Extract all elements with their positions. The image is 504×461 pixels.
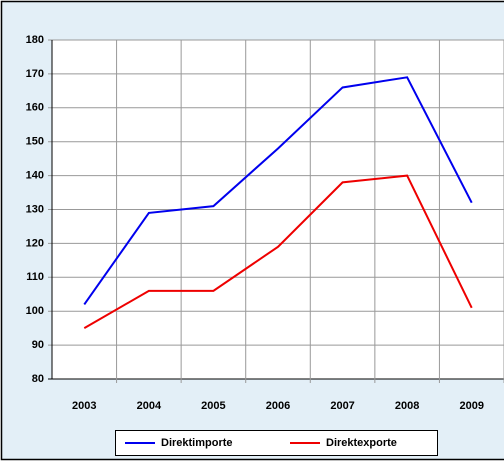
x-tick-label: 2004 xyxy=(137,400,162,412)
y-tick-label: 100 xyxy=(26,305,44,317)
y-tick-label: 170 xyxy=(26,68,44,80)
y-tick-label: 130 xyxy=(26,203,44,215)
x-tick-label: 2006 xyxy=(266,400,290,412)
y-tick-label: 180 xyxy=(26,34,44,46)
legend-label: Direktexporte xyxy=(326,437,397,449)
y-tick-label: 90 xyxy=(32,339,44,351)
y-tick-label: 150 xyxy=(26,136,44,148)
legend-label: Direktimporte xyxy=(161,437,233,449)
y-tick-label: 80 xyxy=(32,373,44,385)
x-tick-label: 2008 xyxy=(395,400,419,412)
y-tick-label: 160 xyxy=(26,102,44,114)
y-tick-label: 140 xyxy=(26,170,44,182)
series-line xyxy=(83,174,473,330)
x-tick-label: 2003 xyxy=(72,400,96,412)
x-tick-label: 2009 xyxy=(459,400,483,412)
legend-box xyxy=(115,430,438,456)
x-tick-label: 2007 xyxy=(330,400,354,412)
y-tick-label: 110 xyxy=(26,271,44,283)
x-tick-label: 2005 xyxy=(201,400,225,412)
series-line xyxy=(83,76,473,305)
y-tick-label: 120 xyxy=(26,237,44,249)
